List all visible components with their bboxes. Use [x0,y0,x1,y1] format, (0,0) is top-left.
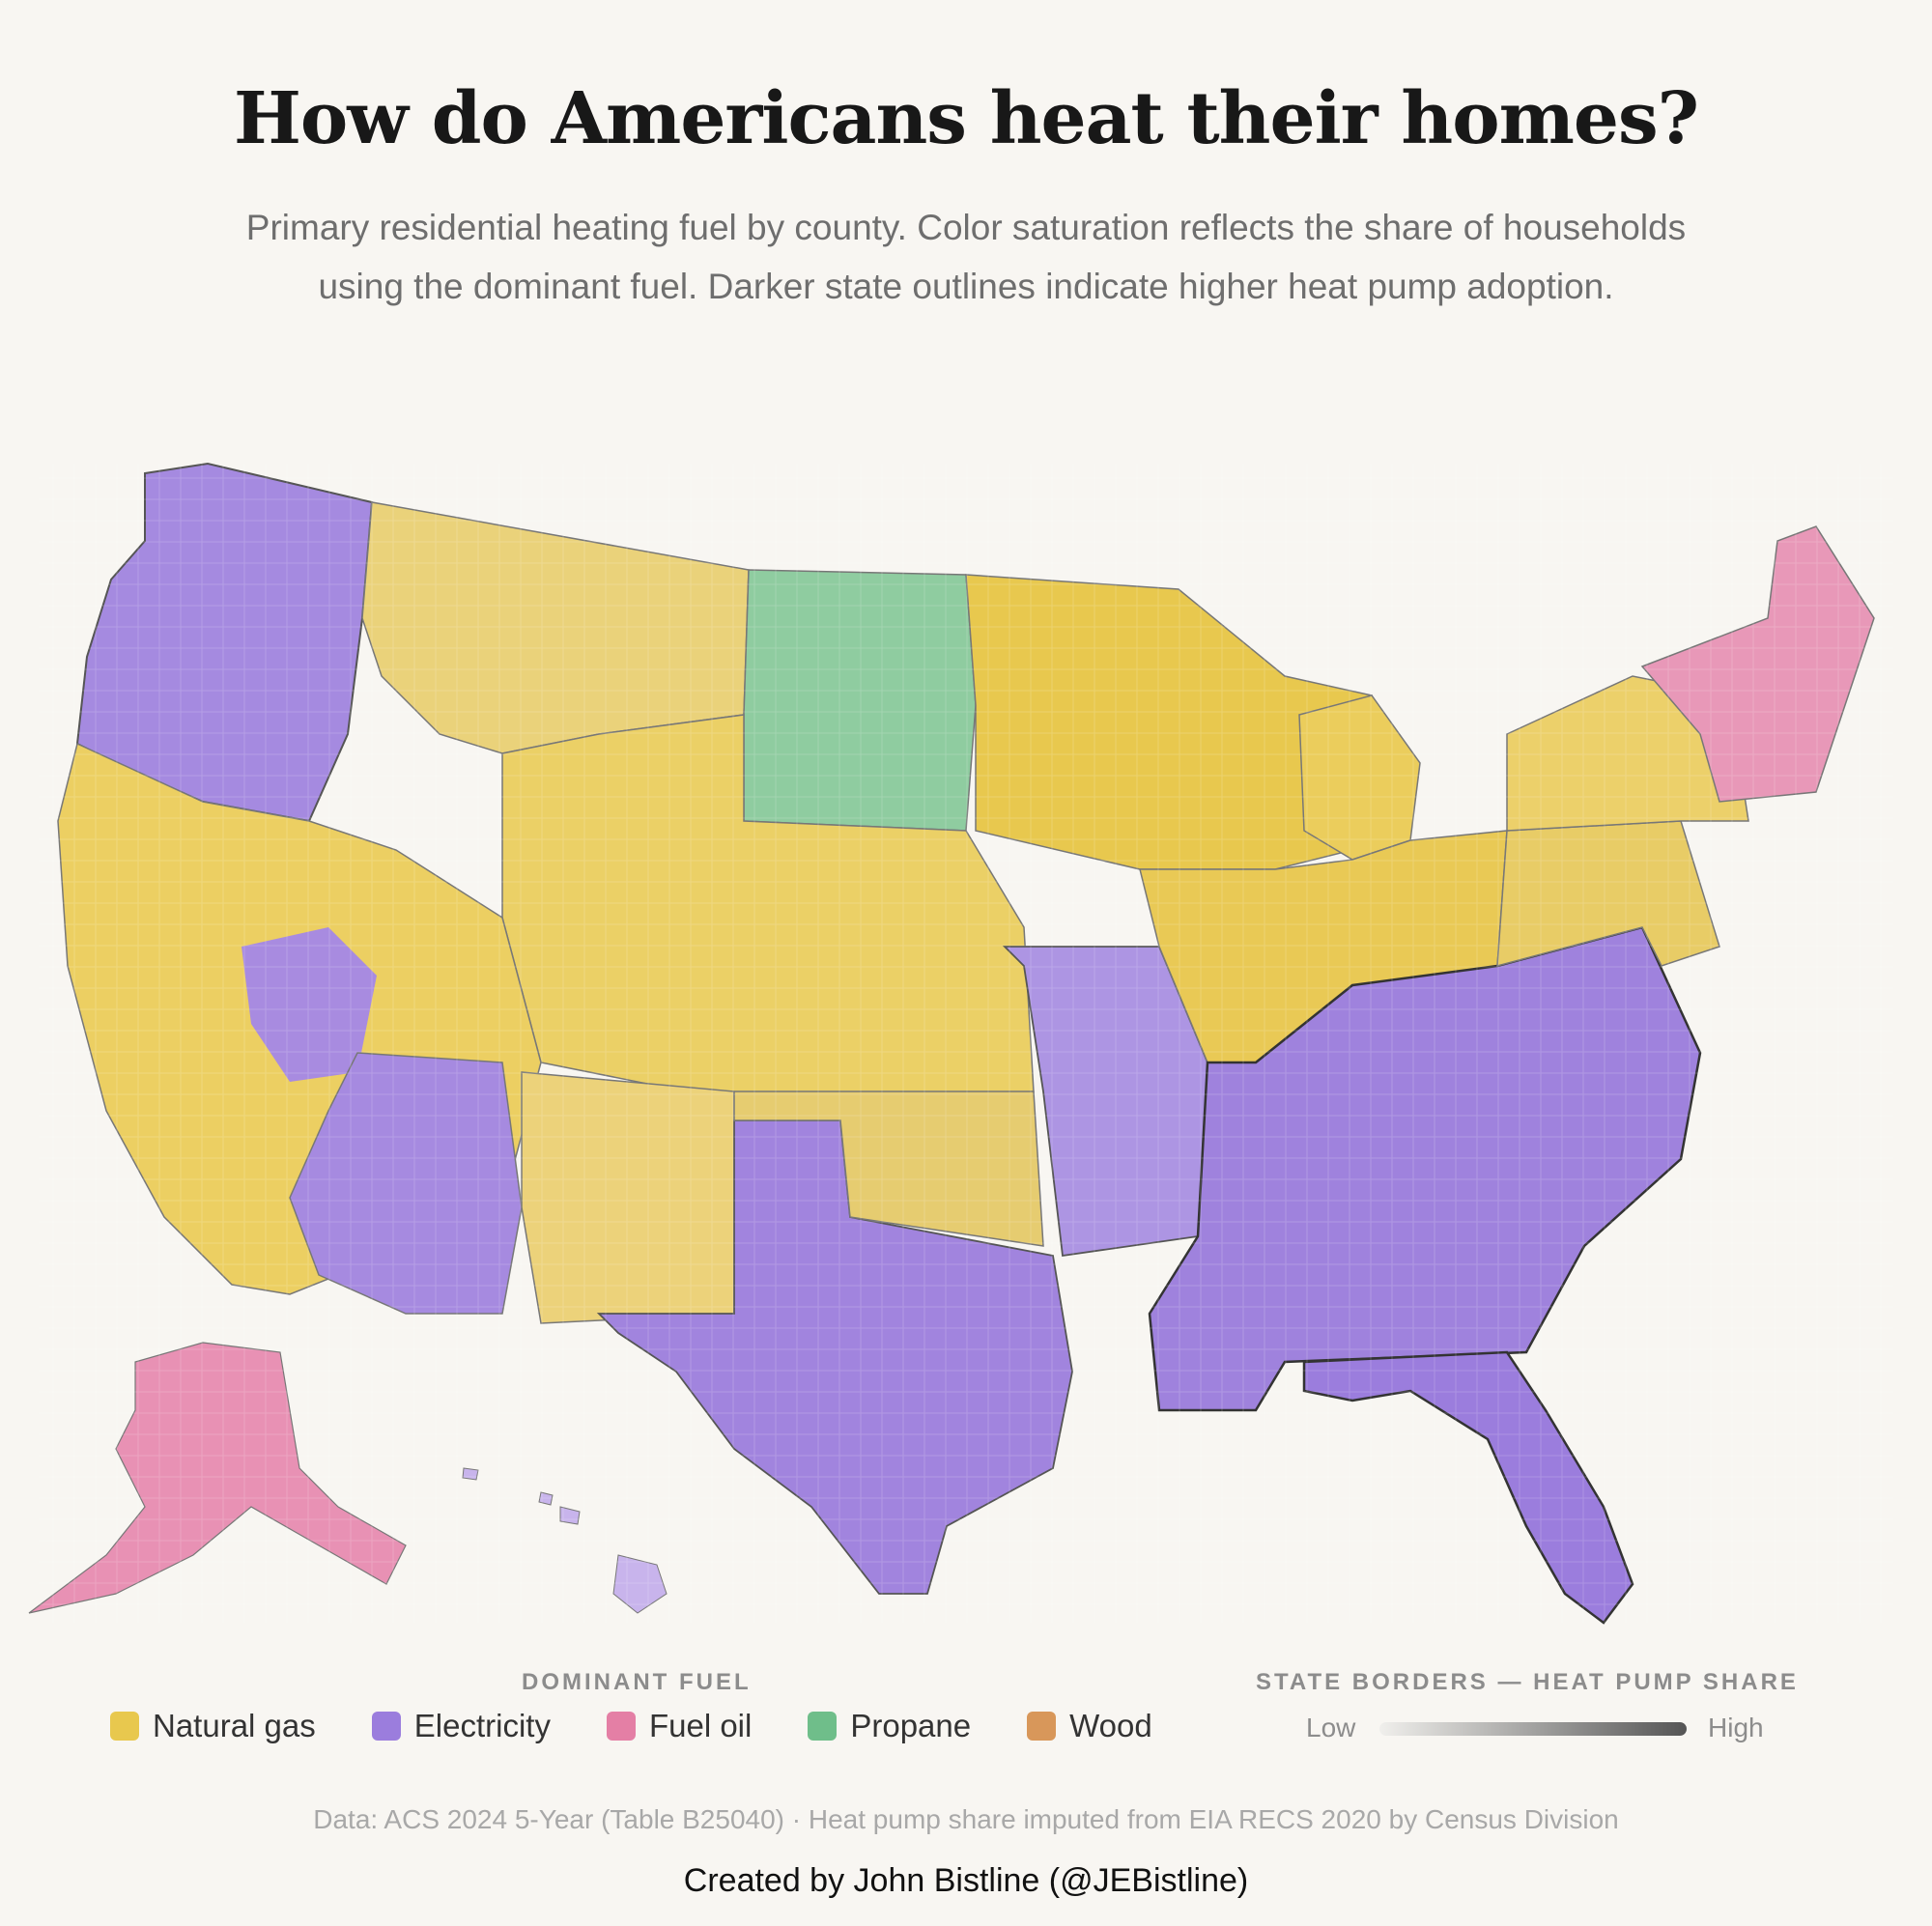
legend-label: Wood [1069,1708,1152,1743]
legend-item-wood: Wood [1027,1708,1152,1744]
heat-pump-gradient-bar [1379,1722,1687,1736]
region-alaska [28,1342,407,1614]
region-hawaii [462,1467,668,1614]
swatch-electricity [371,1712,401,1741]
legend-label: Electricity [413,1708,551,1743]
author-credit: Created by John Bistline (@JEBistline) [683,1862,1249,1899]
heat-pump-low-label: Low [1306,1713,1356,1742]
legend-item-electricity: Electricity [371,1708,551,1744]
region-northern-rockies [361,501,750,754]
region-florida [1302,1350,1634,1625]
page-title: How do Americans heat their homes? [234,77,1699,160]
legend-label: Fuel oil [648,1708,753,1743]
heat-pump-legend-heading: STATE BORDERS — HEAT PUMP SHARE [1256,1669,1799,1695]
legend-label: Natural gas [153,1708,316,1743]
data-source-note: Data: ACS 2024 5-Year (Table B25040) · H… [313,1804,1619,1834]
region-dakotas [743,569,977,832]
legend-item-natural-gas: Natural gas [110,1708,316,1744]
legend-item-fuel-oil: Fuel oil [606,1708,753,1744]
region-new-mexico [521,1071,735,1324]
fuel-legend-heading: DOMINANT FUEL [522,1669,752,1695]
swatch-wood [1027,1712,1057,1741]
fuel-legend: Natural gas Electricity Fuel oil Propane… [110,1708,1208,1744]
region-michigan [1298,694,1421,861]
legend-item-propane: Propane [808,1708,971,1744]
swatch-natural-gas [110,1712,139,1741]
swatch-fuel-oil [606,1712,636,1741]
heat-pump-high-label: High [1708,1713,1764,1742]
legend-label: Propane [850,1708,972,1743]
swatch-propane [808,1712,838,1741]
page-subtitle: Primary residential heating fuel by coun… [245,208,1687,306]
